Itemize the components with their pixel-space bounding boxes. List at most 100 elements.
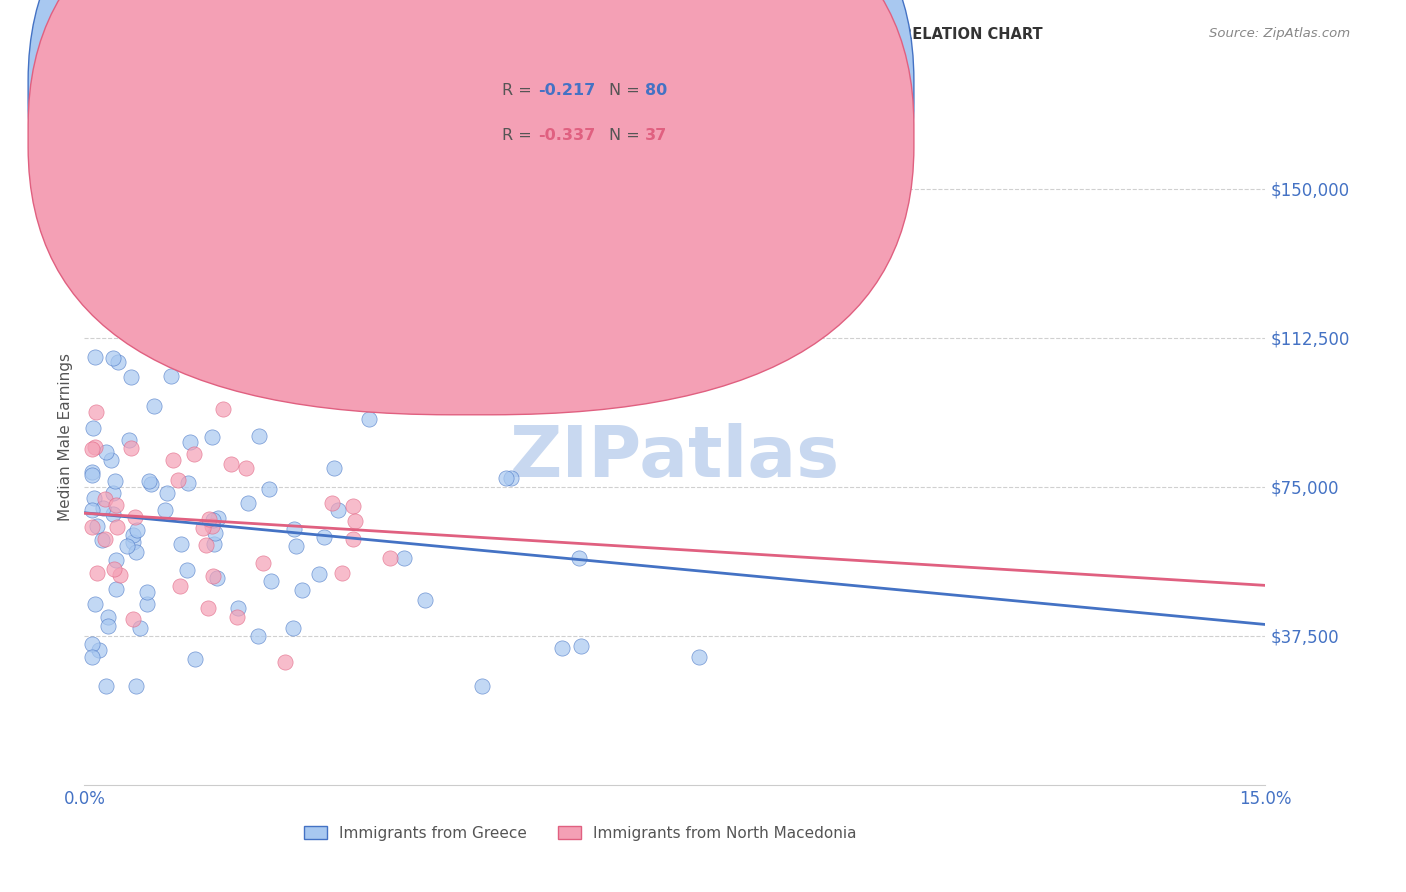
Immigrants from Greece — [82, 468, 104, 483]
Text: R =: R = — [502, 84, 537, 98]
Immigrants from North Macedonia — [378, 551, 401, 566]
Immigrants from Greece — [226, 600, 249, 615]
Immigrants from Greece — [186, 333, 208, 347]
Immigrants from North Macedonia — [82, 442, 104, 456]
Immigrants from North Macedonia — [221, 457, 243, 471]
Text: IMMIGRANTS FROM GREECE VS IMMIGRANTS FROM NORTH MACEDONIA MEDIAN MALE EARNINGS C: IMMIGRANTS FROM GREECE VS IMMIGRANTS FRO… — [56, 27, 1043, 42]
Immigrants from North Macedonia — [120, 441, 142, 455]
Immigrants from Greece — [91, 501, 114, 516]
Immigrants from Greece — [283, 522, 305, 536]
Immigrants from North Macedonia — [197, 601, 219, 615]
Immigrants from North Macedonia — [235, 460, 257, 475]
Immigrants from North Macedonia — [252, 556, 274, 570]
Immigrants from Greece — [86, 519, 108, 533]
Immigrants from North Macedonia — [83, 440, 105, 454]
Immigrants from Greece — [284, 539, 307, 553]
Immigrants from Greece — [82, 421, 104, 435]
Immigrants from Greece — [127, 523, 149, 537]
Immigrants from Greece — [499, 471, 522, 485]
Immigrants from Greece — [82, 637, 104, 651]
Immigrants from Greece — [87, 643, 110, 657]
Immigrants from Greece — [207, 511, 229, 525]
Immigrants from Greece — [143, 399, 166, 413]
Immigrants from Greece — [323, 461, 346, 475]
Immigrants from Greece — [200, 430, 222, 444]
Immigrants from Greece — [236, 495, 259, 509]
Immigrants from Greece — [155, 486, 177, 500]
Immigrants from Greece — [103, 486, 125, 500]
Immigrants from North Macedonia — [183, 447, 205, 461]
Immigrants from North Macedonia — [212, 401, 235, 416]
Immigrants from Greece — [413, 592, 436, 607]
Immigrants from Greece — [688, 649, 710, 664]
Immigrants from Greece — [202, 513, 225, 527]
Immigrants from North Macedonia — [103, 562, 125, 576]
Immigrants from Greece — [136, 584, 159, 599]
Immigrants from North Macedonia — [226, 610, 249, 624]
Text: Source: ZipAtlas.com: Source: ZipAtlas.com — [1209, 27, 1350, 40]
Immigrants from Greece — [90, 533, 112, 547]
Immigrants from Greece — [471, 679, 494, 693]
Immigrants from North Macedonia — [342, 532, 364, 546]
Immigrants from North Macedonia — [201, 569, 224, 583]
Immigrants from Greece — [84, 597, 107, 611]
Immigrants from Greece — [205, 571, 228, 585]
Immigrants from Greece — [179, 435, 201, 450]
Legend: Immigrants from Greece, Immigrants from North Macedonia: Immigrants from Greece, Immigrants from … — [298, 820, 863, 847]
Text: ZIPatlas: ZIPatlas — [510, 424, 839, 492]
Text: 80: 80 — [645, 84, 668, 98]
Immigrants from Greece — [291, 583, 314, 598]
Immigrants from Greece — [308, 567, 330, 582]
Immigrants from Greece — [176, 564, 198, 578]
Immigrants from Greece — [204, 526, 226, 541]
Immigrants from Greece — [138, 474, 160, 488]
Immigrants from Greece — [392, 551, 415, 566]
Immigrants from Greece — [97, 610, 120, 624]
Immigrants from North Macedonia — [169, 578, 191, 592]
Immigrants from Greece — [82, 465, 104, 479]
Immigrants from North Macedonia — [342, 499, 364, 513]
Immigrants from Greece — [260, 574, 283, 589]
Immigrants from Greece — [302, 322, 325, 336]
Immigrants from North Macedonia — [167, 473, 190, 487]
Immigrants from North Macedonia — [105, 520, 128, 534]
Immigrants from Greece — [101, 351, 124, 366]
Immigrants from Greece — [120, 370, 142, 384]
Immigrants from Greece — [434, 316, 457, 330]
Text: -0.337: -0.337 — [538, 128, 596, 143]
Immigrants from Greece — [202, 537, 225, 551]
Immigrants from Greece — [82, 503, 104, 517]
Immigrants from North Macedonia — [162, 453, 184, 467]
Immigrants from Greece — [122, 535, 145, 549]
Immigrants from North Macedonia — [194, 538, 217, 552]
Immigrants from Greece — [82, 650, 104, 665]
Immigrants from Greece — [94, 445, 117, 459]
Immigrants from Greece — [129, 621, 152, 635]
Text: -0.217: -0.217 — [538, 84, 596, 98]
Immigrants from North Macedonia — [198, 512, 221, 526]
Immigrants from Greece — [312, 529, 335, 543]
Immigrants from Greece — [359, 411, 381, 425]
Text: N =: N = — [609, 128, 645, 143]
Immigrants from North Macedonia — [86, 566, 108, 580]
Immigrants from Greece — [104, 552, 127, 566]
Immigrants from North Macedonia — [330, 566, 353, 580]
Immigrants from Greece — [115, 539, 138, 553]
Immigrants from Greece — [495, 470, 517, 484]
Immigrants from North Macedonia — [124, 510, 146, 524]
Text: N =: N = — [609, 84, 645, 98]
Immigrants from North Macedonia — [105, 498, 128, 512]
Immigrants from Greece — [247, 428, 270, 442]
Immigrants from North Macedonia — [191, 520, 214, 534]
Y-axis label: Median Male Earnings: Median Male Earnings — [58, 353, 73, 521]
Immigrants from Greece — [159, 368, 181, 383]
Immigrants from Greece — [569, 639, 592, 653]
Immigrants from North Macedonia — [201, 519, 224, 533]
Text: 37: 37 — [645, 128, 668, 143]
Immigrants from Greece — [107, 355, 129, 369]
Immigrants from Greece — [326, 503, 349, 517]
Immigrants from North Macedonia — [122, 612, 145, 626]
Immigrants from North Macedonia — [274, 655, 297, 669]
Immigrants from Greece — [104, 582, 127, 596]
Immigrants from Greece — [101, 507, 124, 521]
